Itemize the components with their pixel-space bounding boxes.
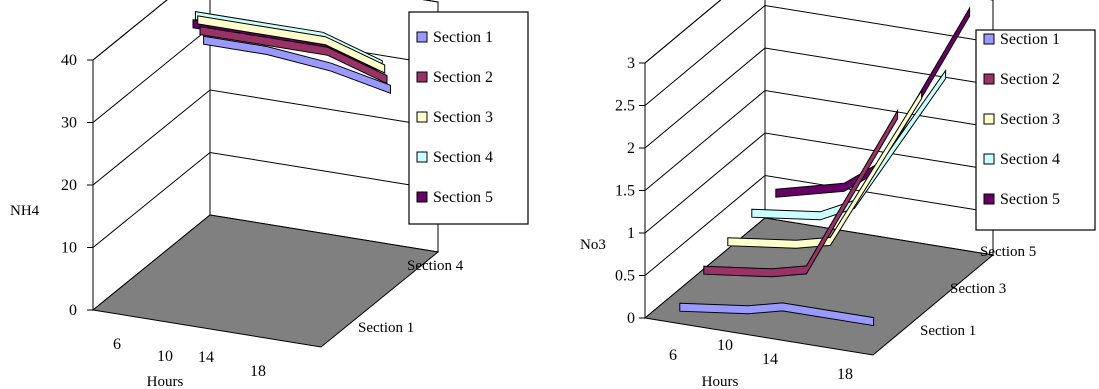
series-ribbon-section-2 — [703, 108, 899, 278]
nh4-3d-line-chart: 0 10 20 30 40 NH4 Hours 6 10 14 18 Section 1 Section… — [10, 0, 529, 389]
y-tick-label: 40 — [61, 52, 77, 69]
legend-label: Section 2 — [433, 69, 493, 86]
x-tick-label: 10 — [717, 337, 733, 354]
legend-swatch — [416, 111, 428, 123]
legend-swatch — [983, 33, 995, 45]
y-tick-label: 0 — [69, 302, 77, 319]
legend-label: Section 3 — [433, 109, 493, 126]
y-tick-label: 10 — [61, 240, 77, 257]
legend-label: Section 5 — [433, 189, 493, 206]
legend-label: Section 1 — [433, 29, 493, 46]
z-tick-label: Section 1 — [358, 320, 414, 336]
no3-3d-line-chart: 0 0.5 1 1.5 2 2.5 3 No3 Hours 6 10 14 18 Section 1 Sec… — [580, 0, 1096, 389]
legend — [975, 29, 1096, 231]
floor — [91, 214, 440, 348]
y-axis-label: NH4 — [10, 203, 40, 219]
y-tick-label: 2.5 — [615, 98, 635, 115]
y-tick-label: 1.5 — [615, 183, 635, 200]
z-tick-label: Section 5 — [980, 244, 1036, 260]
legend-swatch — [983, 113, 995, 125]
legend-label: Section 4 — [1000, 151, 1060, 168]
x-tick-label: 10 — [157, 348, 173, 365]
series-ribbon-section-1 — [679, 302, 875, 327]
x-tick-label: 14 — [198, 349, 214, 366]
legend-label: Section 4 — [433, 149, 493, 166]
legend-swatch — [416, 151, 428, 163]
z-tick-label: Section 1 — [920, 323, 976, 339]
floor — [643, 217, 995, 356]
gridline — [644, 0, 993, 64]
legend-swatch — [983, 153, 995, 165]
gridline — [644, 4, 994, 106]
z-tick-label: Section 4 — [407, 258, 464, 274]
gridline — [644, 47, 994, 149]
x-tick-label: 18 — [837, 366, 853, 383]
x-tick-label: 18 — [250, 363, 266, 380]
legend-swatch — [416, 191, 428, 203]
y-tick-label: 0.5 — [615, 268, 635, 285]
gridline — [644, 174, 994, 276]
y-axis-label: No3 — [580, 237, 606, 253]
y-tick-label: 2 — [627, 140, 635, 157]
gridline — [92, 151, 439, 248]
legend-swatch — [983, 73, 995, 85]
x-tick-label: 6 — [669, 347, 677, 364]
legend-label: Section 2 — [1000, 71, 1060, 88]
y-tick-label: 3 — [627, 55, 635, 72]
y-tick-label: 30 — [61, 115, 77, 132]
y-tick-label: 1 — [627, 225, 635, 242]
series-ribbon-section-3 — [197, 15, 386, 74]
z-tick-label: Section 3 — [950, 281, 1006, 297]
x-axis-label: Hours — [702, 374, 739, 389]
gridline — [92, 0, 439, 61]
series-ribbon-section-4 — [751, 69, 947, 221]
gridline — [92, 89, 439, 186]
legend-swatch — [983, 193, 995, 205]
legend-label: Section 3 — [1000, 111, 1060, 128]
legend-swatch — [416, 31, 428, 43]
legend-label: Section 1 — [1000, 31, 1060, 48]
x-axis-label: Hours — [147, 374, 184, 389]
legend — [408, 11, 529, 225]
y-tick-label: 0 — [627, 310, 635, 327]
series-ribbon-section-5 — [775, 6, 971, 198]
y-tick-label: 20 — [61, 177, 77, 194]
gridline — [644, 132, 994, 234]
series-ribbon-section-3 — [727, 88, 923, 249]
legend-swatch — [416, 71, 428, 83]
x-tick-label: 14 — [762, 351, 778, 368]
x-tick-label: 6 — [113, 336, 121, 353]
legend-label: Section 5 — [1000, 191, 1060, 208]
series-ribbon-section-1 — [203, 35, 391, 95]
